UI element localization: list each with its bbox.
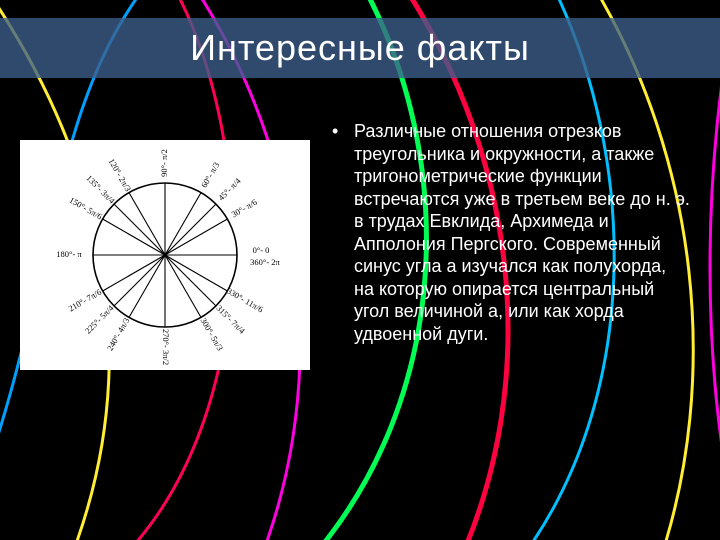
svg-text:90°- π/2: 90°- π/2 (159, 149, 169, 177)
svg-text:120°- 2π/3: 120°- 2π/3 (107, 157, 134, 193)
slide-title: Интересные факты (190, 27, 530, 69)
svg-text:270°- 3π/2: 270°- 3π/2 (161, 329, 171, 365)
svg-text:0°- 0: 0°- 0 (253, 245, 270, 255)
figure-column: 0°- 0 360°- 2π 30°- π/645°- π/460°- π/3 90°… (0, 120, 310, 540)
svg-text:315°- 7π/4: 315°- 7π/4 (214, 303, 247, 336)
svg-text:360°- 2π: 360°- 2π (250, 257, 280, 267)
svg-text:135°- 3π/4: 135°- 3π/4 (84, 173, 117, 206)
content-area: 0°- 0 360°- 2π 30°- π/645°- π/460°- π/3 90°… (0, 120, 720, 540)
svg-text:225°- 5π/4: 225°- 5π/4 (83, 302, 116, 335)
svg-text:30°- π/6: 30°- π/6 (230, 197, 259, 220)
svg-text:60°- π/3: 60°- π/3 (199, 160, 222, 189)
bullet-item: Различные отношения отрезков треугольник… (350, 120, 690, 345)
svg-text:45°- π/4: 45°- π/4 (216, 175, 243, 202)
svg-text:240°- 4π/3: 240°- 4π/3 (105, 316, 132, 352)
svg-text:330°- 11π/6: 330°- 11π/6 (225, 286, 265, 315)
svg-text:180°- π: 180°- π (56, 249, 82, 259)
title-bar: Интересные факты (0, 18, 720, 78)
unit-circle-figure: 0°- 0 360°- 2π 30°- π/645°- π/460°- π/3 90°… (20, 140, 310, 370)
svg-text:300°- 5π/3: 300°- 5π/3 (199, 316, 226, 352)
svg-text:210°- 7π/6: 210°- 7π/6 (67, 287, 103, 314)
svg-text:150°- 5π/6: 150°- 5π/6 (68, 195, 104, 222)
text-column: Различные отношения отрезков треугольник… (310, 120, 720, 540)
